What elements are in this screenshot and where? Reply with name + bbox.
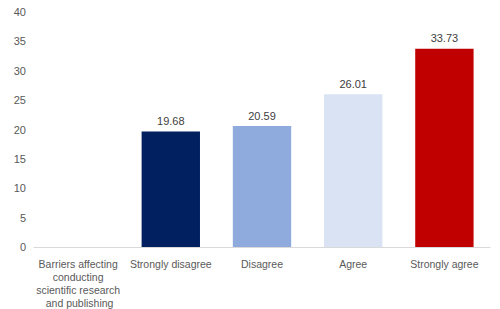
svg-text:35: 35 [14,35,26,47]
svg-text:Strongly disagree: Strongly disagree [130,258,212,270]
svg-text:and publishing: and publishing [46,297,114,309]
svg-text:conducting: conducting [53,271,107,283]
svg-text:5: 5 [20,212,26,224]
svg-text:40: 40 [14,6,26,18]
svg-text:scientific research: scientific research [36,284,123,296]
svg-text:Barriers affecting: Barriers affecting [39,258,121,270]
svg-text:26.01: 26.01 [339,78,367,90]
svg-text:Agree: Agree [339,258,367,270]
svg-text:Strongly agree: Strongly agree [410,258,478,270]
svg-text:30: 30 [14,65,26,77]
svg-text:33.73: 33.73 [431,32,459,44]
svg-text:20.59: 20.59 [248,110,276,122]
svg-text:20: 20 [14,124,26,136]
svg-text:25: 25 [14,94,26,106]
svg-text:15: 15 [14,153,26,165]
svg-text:0: 0 [20,241,26,253]
svg-text:19.68: 19.68 [157,115,185,127]
svg-text:10: 10 [14,182,26,194]
svg-text:Disagree: Disagree [241,258,283,270]
